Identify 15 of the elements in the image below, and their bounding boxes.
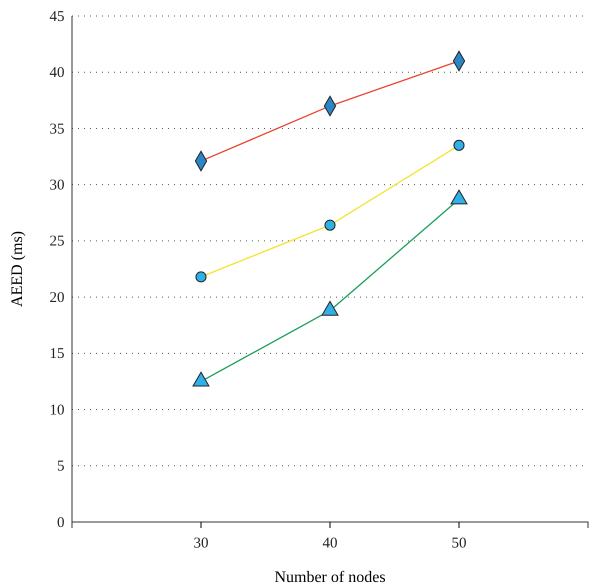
- y-tick-label: 45: [50, 8, 64, 25]
- y-tick-label: 0: [57, 514, 64, 531]
- y-tick-label: 5: [57, 458, 64, 475]
- x-tick-label: 50: [452, 536, 466, 552]
- x-tick-label: 40: [322, 536, 338, 552]
- y-tick-label: 15: [50, 346, 64, 362]
- y-axis-title: AEED (ms): [9, 231, 26, 307]
- y-tick-label: 30: [50, 177, 64, 194]
- y-tick-label: 25: [50, 234, 64, 250]
- x-tick-label: 30: [194, 536, 208, 552]
- y-tick-label: 40: [50, 65, 64, 82]
- y-tick-label: 20: [50, 290, 64, 306]
- x-axis-title: Number of nodes: [274, 569, 386, 586]
- y-tick-label: 35: [50, 121, 64, 138]
- y-tick-label: 10: [50, 402, 64, 418]
